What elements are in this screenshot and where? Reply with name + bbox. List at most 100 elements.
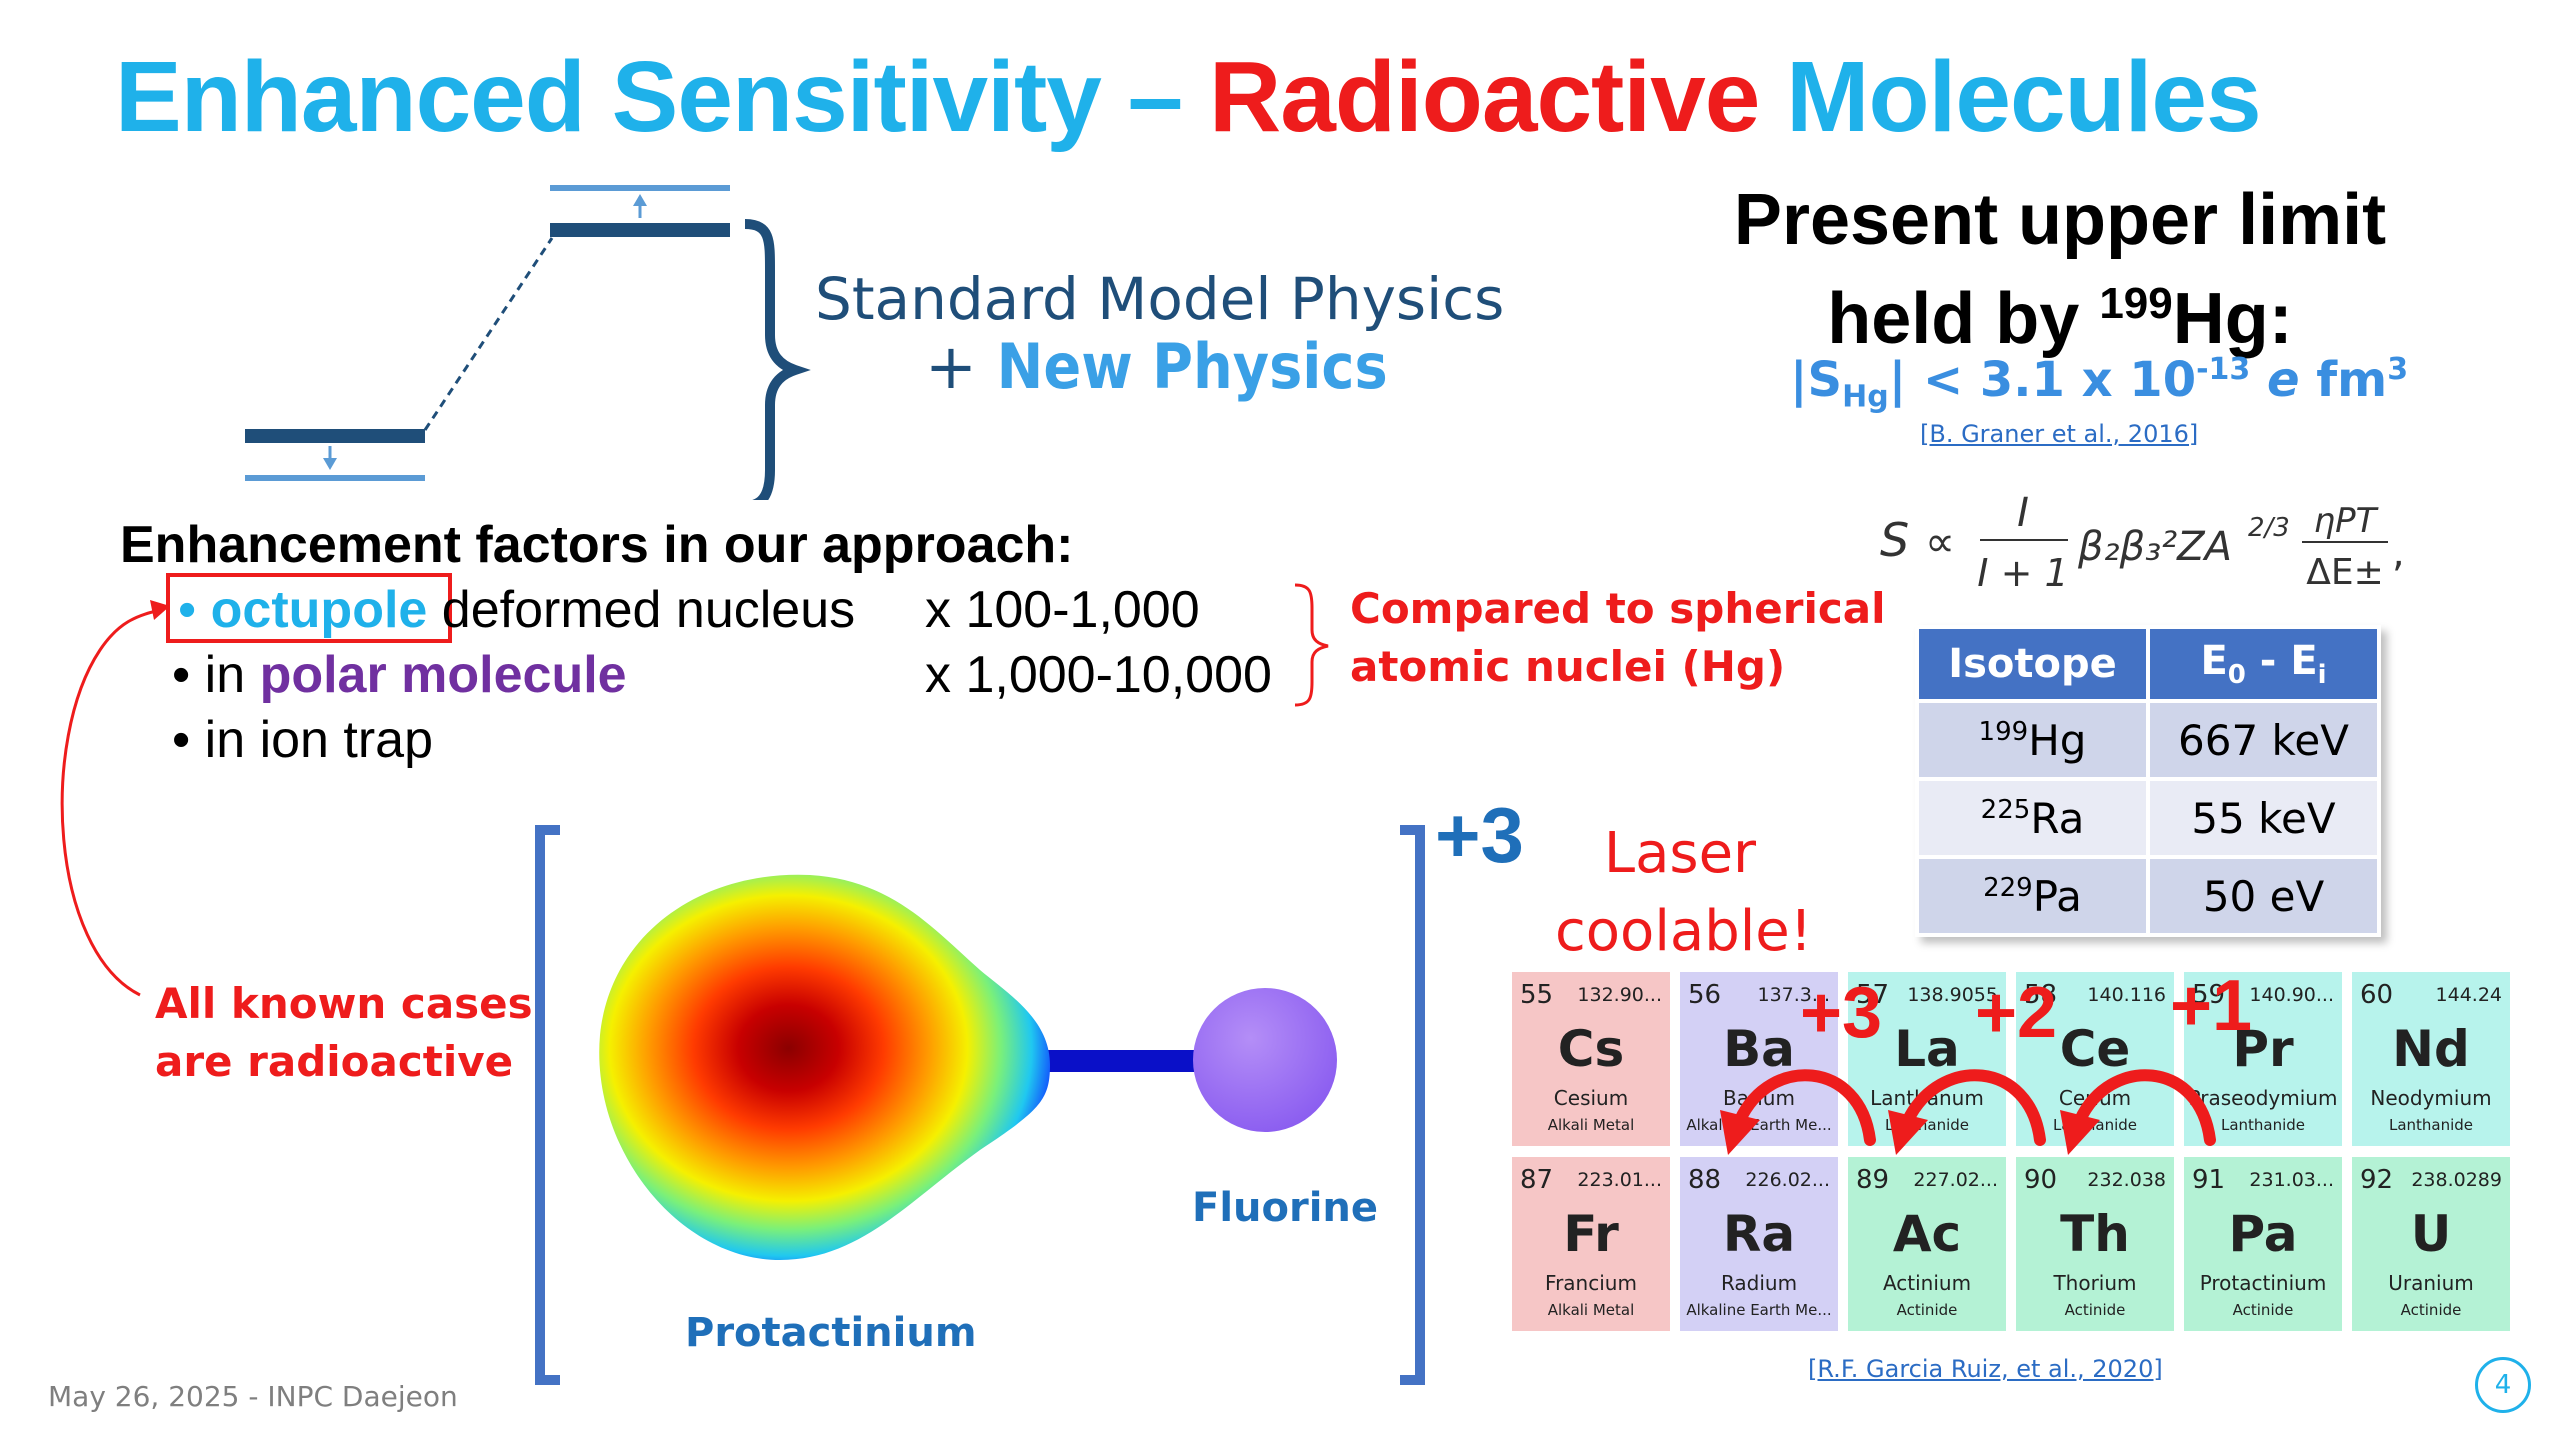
- enhancement-item-ion-trap: • in ion trap: [172, 711, 434, 769]
- garcia-ruiz-reference-link[interactable]: [R.F. Garcia Ruiz, et al., 2020]: [1808, 1355, 2163, 1383]
- protactinium-nucleus: [599, 874, 1050, 1260]
- periodic-table-excerpt: 55 132.90... Cs Cesium Alkali Metal 56 137.3..…: [1510, 970, 2520, 1340]
- element-cell-nd: 60 144.24 Nd Neodymium Lanthanide: [2350, 970, 2512, 1148]
- element-symbol: Pr: [2232, 1020, 2294, 1078]
- element-category: Lanthanide: [2220, 1116, 2306, 1134]
- arrow-plus2: [1902, 1069, 2046, 1146]
- laser-coolable-note: Laser coolable!: [1555, 821, 1813, 964]
- graner-reference-link[interactable]: [B. Graner et al., 2016]: [1920, 420, 2199, 448]
- formula-den: I + 1: [1977, 551, 2068, 595]
- element-mass: 227.02...: [1913, 1169, 1998, 1191]
- element-number: 57: [1856, 980, 1890, 1010]
- element-name: Neodymium: [2370, 1086, 2492, 1110]
- new-physics-text: New Physics: [996, 330, 1388, 403]
- formula-frac2-den: ΔE±: [2306, 552, 2384, 593]
- page-number: 4: [2475, 1357, 2531, 1413]
- element-category: Actinide: [1896, 1301, 1958, 1319]
- element-cell-pr: 59 140.90... Pr Praseodymium Lanthanide: [2182, 970, 2344, 1148]
- transition-dashed-line: [423, 237, 554, 431]
- compared-note: Compared to spherical atomic nuclei (Hg): [1350, 584, 1886, 691]
- charge-plus3: +3: [1800, 973, 1883, 1053]
- element-number: 90: [2024, 1165, 2058, 1195]
- left-bracket: [535, 825, 560, 1385]
- header-energy: E0 - Ei: [2150, 629, 2377, 699]
- energy-cell: 55 keV: [2150, 781, 2377, 855]
- element-mass: 138.9055: [1907, 984, 1998, 1006]
- formula-comma: ,: [2392, 530, 2405, 576]
- element-symbol: Ce: [2059, 1020, 2131, 1078]
- arrow-head-icon: [2060, 1110, 2100, 1155]
- element-mass: 132.90...: [1577, 984, 1662, 1006]
- isotope-table: Isotope E0 - Ei 199Hg 667 keV 225Ra 55 k…: [1915, 625, 2381, 937]
- element-mass: 140.90...: [2249, 984, 2334, 1006]
- new-physics-label: + New Physics: [925, 330, 1388, 403]
- element-mass: 140.116: [2087, 984, 2166, 1006]
- curved-arrow: [60, 600, 170, 997]
- formula-num: I: [2017, 490, 2029, 536]
- element-symbol: Ba: [1723, 1020, 1795, 1078]
- bond: [1030, 1050, 1230, 1072]
- red-brace: [1294, 583, 1329, 707]
- element-name: Radium: [1720, 1271, 1798, 1295]
- paf-molecule-diagram: [535, 825, 1425, 1385]
- charge-plus2: +2: [1975, 973, 2058, 1053]
- known-cases-note: All known cases are radioactive: [155, 979, 533, 1086]
- table-row: 229Pa 50 eV: [1919, 859, 2377, 933]
- element-category: Actinide: [2064, 1301, 2126, 1319]
- energy-cell: 50 eV: [2150, 859, 2377, 933]
- element-category: Alkaline Earth Me...: [1686, 1301, 1832, 1319]
- element-name: Actinium: [1882, 1271, 1972, 1295]
- element-category: Alkali Metal: [1547, 1116, 1635, 1134]
- element-symbol: La: [1894, 1020, 1960, 1078]
- element-symbol: Ra: [1722, 1205, 1796, 1263]
- standard-model-label: Standard Model Physics: [815, 265, 1505, 333]
- element-cell-u: 92 238.0289 U Uranium Actinide: [2350, 1155, 2512, 1333]
- right-bracket: [1400, 825, 1425, 1385]
- arrow-head-icon: [1888, 1110, 1928, 1155]
- octupole-highlight-box: [166, 573, 452, 643]
- down-arrow-icon: [323, 458, 337, 470]
- upper-limit-line1: Present upper limit: [1733, 180, 2387, 260]
- element-name: Thorium: [2053, 1271, 2137, 1295]
- element-category: Actinide: [2400, 1301, 2462, 1319]
- element-mass: 231.03...: [2249, 1169, 2334, 1191]
- upper-limit-line2: held by 199Hg:: [1827, 279, 2293, 359]
- formula-s: S: [1880, 513, 1909, 567]
- element-cell-ac: 89 227.02... Ac Actinium Actinide: [1846, 1155, 2008, 1333]
- element-mass: 223.01...: [1577, 1169, 1662, 1191]
- upper-limit-title: Present upper limit held by 199Hg:: [1660, 178, 2460, 361]
- table-row: 225Ra 55 keV: [1919, 781, 2377, 855]
- octupole-factor: x 100-1,000: [925, 581, 1200, 639]
- element-cell-la: 57 138.9055 La Lanthanum Lanthanide: [1846, 970, 2008, 1148]
- enhancement-item-polar: • in polar molecule: [172, 646, 627, 704]
- title-part-3: Molecules: [1759, 41, 2262, 153]
- enhancement-item-octupole: • octupole deformed nucleus: [178, 581, 856, 639]
- arrow-head-icon: [1720, 1110, 1760, 1155]
- arrow-plus1: [2074, 1069, 2216, 1146]
- fluorine-atom: [1193, 988, 1337, 1132]
- element-number: 56: [1688, 980, 1722, 1010]
- element-mass: 226.02...: [1745, 1169, 1830, 1191]
- element-mass: 137.3...: [1757, 984, 1830, 1006]
- element-cell-th: 90 232.038 Th Thorium Actinide: [2014, 1155, 2176, 1333]
- arrow-plus3: [1734, 1069, 1876, 1146]
- element-symbol: Ac: [1892, 1205, 1962, 1263]
- plus-sign: +: [925, 330, 997, 403]
- element-cell-ba: 56 137.3... Ba Barium Alkaline Earth Me...: [1678, 970, 1840, 1148]
- curly-brace: [744, 219, 811, 500]
- title-part-radioactive: Radioactive: [1209, 41, 1760, 153]
- isotope-cell: 199Hg: [1919, 703, 2146, 777]
- protactinium-label: Protactinium: [685, 1310, 977, 1356]
- formula-mid: β₂β₃²ZA: [2077, 524, 2232, 570]
- octupole-keyword: octupole: [210, 581, 428, 639]
- element-name: Cesium: [1553, 1086, 1629, 1110]
- element-number: 55: [1520, 980, 1554, 1010]
- fluorine-label: Fluorine: [1192, 1185, 1379, 1231]
- slide-title: Enhanced Sensitivity – Radioactive Molec…: [115, 40, 2262, 155]
- element-mass: 238.0289: [2411, 1169, 2502, 1191]
- arrow-head-icon: [150, 600, 170, 620]
- upper-limit-equation: |SHg| < 3.1 x 10-13 e fm3: [1790, 352, 2409, 415]
- table-row: 199Hg 667 keV: [1919, 703, 2377, 777]
- up-arrow-icon: [633, 194, 647, 206]
- element-symbol: Pa: [2228, 1205, 2298, 1263]
